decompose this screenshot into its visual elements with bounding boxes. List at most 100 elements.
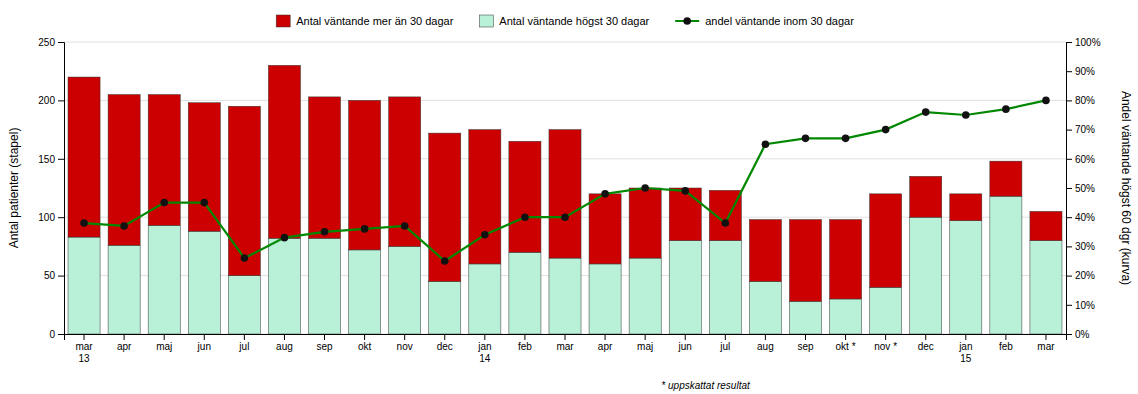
x-tick-mark [204,334,205,340]
x-tick-label-line: maj [156,341,172,352]
x-tick: aug [276,334,293,352]
y2-axis-tick-label: 60% [1075,154,1095,165]
x-tick: jul [719,334,730,352]
bar [268,238,300,334]
x-tick-label: maj [637,341,653,352]
grid-line [64,42,1066,43]
x-tick-mark [244,334,245,340]
x-tick-label-line: sep [797,341,814,352]
x-tick-label: maj [156,341,172,352]
y-axis-tick-label: 100 [38,212,55,223]
point [521,213,529,221]
y2-axis-tick-label: 70% [1075,124,1095,135]
y-axis-line [58,43,65,335]
y2-axis-tick-mark [1066,334,1072,335]
x-tick-label-line: mar [75,341,93,352]
y2-axis-tick: 20% [1066,270,1095,281]
x-tick: nov [397,334,413,352]
x-tick-mark [845,334,846,340]
bar [950,221,982,334]
x-tick-mark [645,334,646,340]
bar [910,176,942,217]
x-tick-label: apr [598,341,613,352]
x-tick-mark [965,334,966,340]
point [561,213,569,221]
bar [950,194,982,221]
x-tick: mar13 [75,334,93,364]
x-tick-label: feb [999,341,1013,352]
y2-axis-tick-mark [1066,276,1072,277]
line [84,100,1046,261]
y-axis-title: Antal patienter (stapel) [7,128,21,249]
x-tick-mark [324,334,325,340]
legend-marker [683,17,691,25]
y2-axis-title: Andel väntande högst 60 dgr (kurva) [1119,91,1133,285]
x-tick-label-line: okt [358,341,372,352]
grid [64,42,1066,334]
y2-axis-tick-label: 10% [1075,300,1095,311]
x-tick-label-line: jul [238,341,249,352]
point [882,126,890,134]
x-axis: mar13 apr maj jun jul aug sep okt nov dec jan14 feb… [65,334,1067,364]
y2-axis-tick-label: 80% [1075,95,1095,106]
x-tick: jan14 [477,334,491,364]
bar [990,196,1022,334]
x-tick: mar [556,334,574,352]
x-tick-label-line: dec [918,341,934,352]
x-tick-label-line: feb [999,341,1013,352]
bar [268,65,300,238]
legend-item: Antal väntande högst 30 dagar [479,15,649,27]
x-tick-mark [725,334,726,340]
point [481,231,489,239]
y2-axis-tick: 50% [1066,183,1095,194]
point [160,199,168,207]
x-tick-mark [605,334,606,340]
point [641,184,649,192]
marks [68,65,1062,334]
y-axis-tick-label: 150 [38,154,55,165]
legend: Antal väntande mer än 30 dagarAntal vänt… [276,15,854,27]
x-tick-label: nov * [874,341,897,352]
y2-axis-tick-label: 90% [1075,66,1095,77]
y-axis-tick: 200 [38,95,64,106]
bar [68,237,100,334]
x-tick-mark [765,334,766,340]
x-tick: feb [999,334,1013,352]
y-axis-tick-mark [58,100,64,101]
y2-axis-tick: 90% [1066,66,1095,77]
y2-axis-tick: 70% [1066,124,1095,135]
x-tick-label: aug [276,341,293,352]
x-tick-label: dec [918,341,934,352]
point [962,111,970,119]
x-tick: apr [117,334,132,352]
bar [589,194,621,264]
bar [549,130,581,258]
point [401,222,409,230]
bar [789,301,821,334]
bar [108,95,140,246]
bar [509,141,541,252]
bar [509,252,541,334]
x-tick: nov * [874,334,897,352]
y2-axis-tick: 0% [1066,329,1090,340]
y2-axis: 0%10%20%30%40%50%60%70%80%90%100% [1066,37,1101,340]
x-tick: maj [156,334,172,352]
bar [108,245,140,334]
x-tick-label-line: apr [598,341,613,352]
x-tick: jun [197,334,211,352]
x-tick-label-line: jun [197,341,211,352]
y-axis-tick-label: 50 [44,270,56,281]
y-axis: 050100150200250 [38,37,64,340]
bar [549,258,581,334]
point [722,219,730,227]
y2-axis-tick: 100% [1066,37,1101,48]
x-tick: jun [678,334,692,352]
legend-label: andel väntande inom 30 dagar [705,15,854,27]
x-tick-label-line: feb [518,341,532,352]
y2-axis-tick: 60% [1066,154,1095,165]
bar [308,238,340,334]
y2-axis-tick-label: 30% [1075,241,1095,252]
bar [669,188,701,241]
y-axis-tick-label: 250 [38,37,55,48]
x-tick-mark [164,334,165,340]
